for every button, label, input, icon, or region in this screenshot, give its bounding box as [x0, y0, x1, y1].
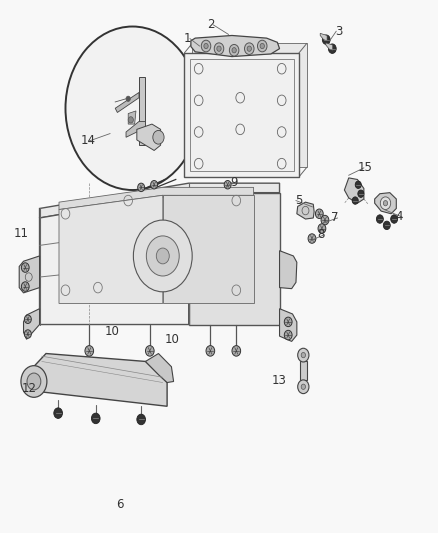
- Circle shape: [391, 215, 398, 223]
- Polygon shape: [137, 124, 161, 150]
- Polygon shape: [344, 178, 364, 203]
- Circle shape: [66, 27, 200, 190]
- Circle shape: [355, 181, 361, 189]
- Text: 15: 15: [357, 161, 372, 174]
- Circle shape: [247, 46, 251, 51]
- Circle shape: [318, 224, 326, 233]
- Text: 2: 2: [207, 19, 214, 31]
- Circle shape: [224, 181, 231, 189]
- Polygon shape: [59, 188, 254, 209]
- Circle shape: [21, 366, 47, 397]
- Circle shape: [298, 348, 309, 362]
- Circle shape: [352, 197, 358, 204]
- Polygon shape: [24, 309, 39, 340]
- Circle shape: [137, 414, 145, 425]
- Circle shape: [376, 215, 383, 223]
- Polygon shape: [59, 195, 163, 303]
- Polygon shape: [279, 251, 297, 289]
- Circle shape: [21, 263, 29, 272]
- Circle shape: [284, 330, 292, 340]
- Text: 5: 5: [295, 194, 303, 207]
- Circle shape: [230, 44, 239, 56]
- Polygon shape: [29, 353, 167, 406]
- Polygon shape: [39, 183, 279, 218]
- Polygon shape: [192, 43, 307, 167]
- Text: 8: 8: [318, 228, 325, 241]
- Circle shape: [151, 181, 158, 189]
- Circle shape: [54, 408, 63, 418]
- Circle shape: [214, 43, 224, 54]
- Text: 14: 14: [81, 134, 96, 148]
- Polygon shape: [115, 92, 139, 112]
- Circle shape: [217, 46, 221, 51]
- Polygon shape: [39, 192, 189, 325]
- Circle shape: [128, 117, 134, 123]
- Circle shape: [25, 315, 32, 324]
- Polygon shape: [126, 122, 145, 138]
- Circle shape: [134, 220, 192, 292]
- Polygon shape: [326, 43, 333, 50]
- Circle shape: [156, 248, 169, 264]
- Circle shape: [126, 96, 131, 101]
- Text: 12: 12: [22, 382, 37, 395]
- Circle shape: [258, 40, 267, 52]
- Circle shape: [206, 345, 215, 356]
- Text: 7: 7: [331, 212, 339, 224]
- Polygon shape: [19, 256, 39, 293]
- Text: 11: 11: [14, 227, 28, 240]
- Circle shape: [380, 197, 391, 209]
- Polygon shape: [145, 353, 173, 383]
- Circle shape: [232, 47, 236, 53]
- Text: 3: 3: [336, 25, 343, 38]
- Circle shape: [146, 236, 179, 276]
- Circle shape: [298, 380, 309, 393]
- Polygon shape: [374, 192, 396, 214]
- Circle shape: [308, 234, 316, 243]
- Polygon shape: [300, 361, 307, 381]
- Circle shape: [85, 345, 94, 356]
- Circle shape: [201, 40, 211, 52]
- Circle shape: [383, 200, 388, 206]
- Text: 13: 13: [271, 375, 286, 387]
- Text: 1: 1: [184, 32, 191, 45]
- Text: 10: 10: [165, 333, 180, 346]
- Text: 4: 4: [396, 211, 403, 223]
- Circle shape: [321, 215, 329, 225]
- Polygon shape: [297, 202, 314, 219]
- Polygon shape: [191, 36, 279, 56]
- Circle shape: [301, 352, 305, 358]
- Circle shape: [25, 330, 32, 338]
- Circle shape: [21, 282, 29, 292]
- Circle shape: [244, 43, 254, 54]
- Circle shape: [315, 209, 323, 219]
- Circle shape: [328, 44, 336, 53]
- Circle shape: [383, 221, 390, 230]
- Polygon shape: [184, 53, 299, 177]
- Circle shape: [138, 183, 145, 191]
- Circle shape: [232, 345, 240, 356]
- Circle shape: [358, 190, 364, 197]
- Circle shape: [153, 131, 164, 144]
- Polygon shape: [139, 77, 145, 145]
- Polygon shape: [189, 192, 279, 325]
- Polygon shape: [320, 34, 327, 41]
- Polygon shape: [163, 195, 254, 303]
- Circle shape: [204, 43, 208, 49]
- Circle shape: [260, 43, 265, 49]
- Circle shape: [284, 317, 292, 327]
- Text: 10: 10: [104, 325, 119, 338]
- Text: 9: 9: [230, 176, 237, 189]
- Circle shape: [145, 345, 154, 356]
- Circle shape: [27, 373, 41, 390]
- Polygon shape: [279, 309, 297, 342]
- Circle shape: [92, 413, 100, 424]
- Text: 6: 6: [116, 498, 123, 511]
- Polygon shape: [128, 111, 136, 124]
- Circle shape: [322, 35, 330, 44]
- Circle shape: [301, 384, 305, 390]
